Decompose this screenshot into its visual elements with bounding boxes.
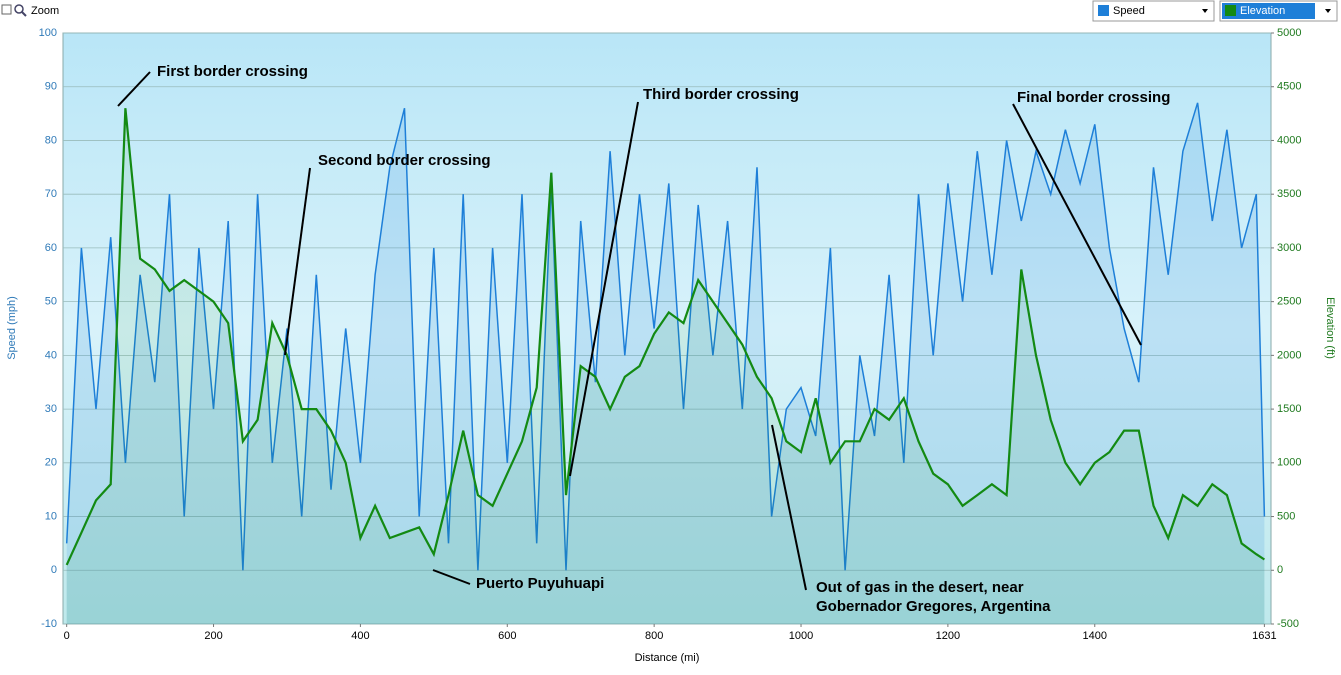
y2-tick-label: 500	[1277, 510, 1295, 522]
annotation-line	[117, 71, 151, 107]
annotation: Final border crossing	[1017, 89, 1170, 106]
y2-tick-label: 4000	[1277, 134, 1301, 146]
x-tick-label: 400	[351, 630, 369, 642]
legend-label: Elevation	[1240, 5, 1285, 17]
x-axis-label: Distance (mi)	[635, 652, 700, 664]
y-tick-label: 10	[45, 510, 57, 522]
x-tick-label: 800	[645, 630, 663, 642]
annotation: Out of gas in the desert, near	[816, 579, 1024, 596]
y-axis-label: Speed (mph)	[6, 296, 18, 360]
y-tick-label: 20	[45, 457, 57, 469]
y-tick-label: 50	[45, 296, 57, 308]
annotation-line	[771, 424, 807, 591]
y-tick-label: 40	[45, 349, 57, 361]
annotation: Gobernador Gregores, Argentina	[816, 598, 1051, 615]
series-line	[65, 102, 1266, 571]
y-tick-label: 100	[39, 27, 57, 39]
y-tick-label: 0	[51, 564, 57, 576]
y2-axis-label: Elevation (ft)	[1324, 297, 1336, 359]
y-tick-label: -10	[41, 618, 57, 630]
y-tick-label: 30	[45, 403, 57, 415]
series-line	[65, 108, 1266, 566]
x-tick-label: 1200	[936, 630, 960, 642]
dropdown[interactable]	[1092, 0, 1215, 22]
checkbox[interactable]	[1, 4, 12, 15]
series-area	[66, 108, 1265, 624]
y2-tick-label: 1500	[1277, 403, 1301, 415]
x-tick-label: 1400	[1083, 630, 1107, 642]
annotation-line	[432, 569, 471, 585]
series-area	[66, 102, 1265, 625]
annotation-line	[284, 167, 311, 356]
y2-tick-label: 5000	[1277, 27, 1301, 39]
legend-label: Speed	[1113, 5, 1145, 17]
annotation-line	[1012, 103, 1142, 346]
y2-tick-label: 2000	[1277, 349, 1301, 361]
x-tick-label: 600	[498, 630, 516, 642]
zoom-icon-handle	[21, 11, 27, 17]
annotation: Second border crossing	[318, 152, 491, 169]
legend-swatch	[1098, 5, 1109, 16]
x-tick-label: 1631	[1252, 630, 1276, 642]
annotation-line	[569, 101, 639, 477]
annotation: Puerto Puyuhuapi	[476, 575, 604, 592]
y2-tick-label: 3500	[1277, 188, 1301, 200]
x-tick-label: 200	[204, 630, 222, 642]
y-tick-label: 80	[45, 134, 57, 146]
y2-tick-label: 3000	[1277, 242, 1301, 254]
x-tick-label: 1000	[789, 630, 813, 642]
y2-tick-label: 0	[1277, 564, 1283, 576]
y-tick-label: 60	[45, 242, 57, 254]
y-tick-label: 70	[45, 188, 57, 200]
y2-tick-label: 2500	[1277, 296, 1301, 308]
annotation: First border crossing	[157, 63, 308, 80]
legend-swatch	[1225, 5, 1236, 16]
zoom-icon	[14, 4, 24, 14]
annotation: Third border crossing	[643, 86, 799, 103]
x-tick-label: 0	[64, 630, 70, 642]
y2-tick-label: 4500	[1277, 81, 1301, 93]
zoom-label[interactable]: Zoom	[31, 5, 59, 17]
legend-highlight	[1222, 3, 1315, 19]
y2-tick-label: 1000	[1277, 457, 1301, 469]
y-tick-label: 90	[45, 81, 57, 93]
y2-tick-label: -500	[1277, 618, 1299, 630]
